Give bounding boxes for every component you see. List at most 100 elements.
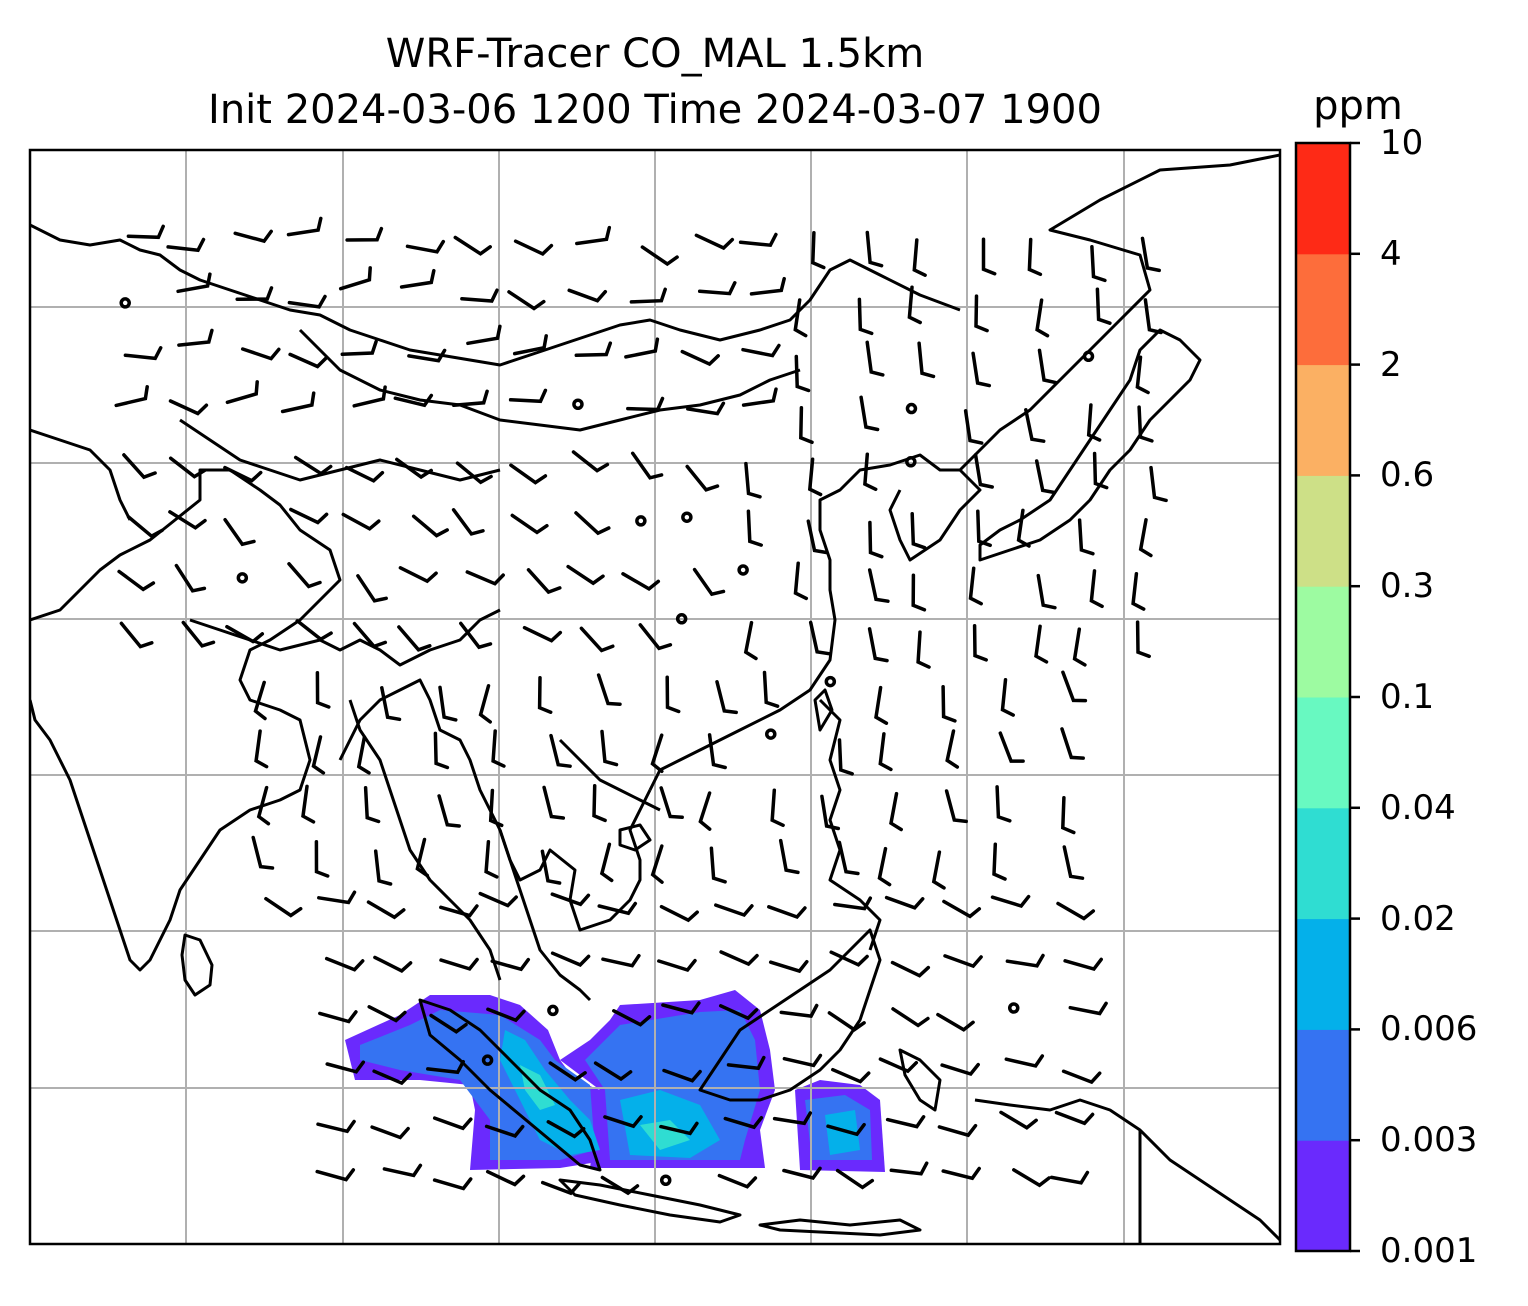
wind-barb [659, 786, 684, 820]
wind-barb [338, 266, 372, 291]
coast-sumatra [418, 998, 602, 1172]
colorbar-tick-label: 0.006 [1380, 1009, 1478, 1050]
wind-barb [168, 510, 207, 530]
wind-barb [571, 450, 610, 473]
wind-barb [768, 959, 809, 974]
wind-barb [453, 235, 492, 256]
wind-barb [624, 337, 660, 359]
wind-barb [718, 1004, 759, 1021]
wind-barb [878, 1057, 919, 1074]
wind-barb [1024, 408, 1046, 443]
wind-barb [1135, 355, 1150, 395]
wind-barb [254, 729, 269, 769]
wind-barb [293, 455, 333, 476]
wind-barb [372, 1069, 412, 1086]
border-myanmar [348, 699, 502, 981]
wind-barb [382, 1163, 423, 1178]
wind-barb [478, 891, 518, 908]
wind-barb [936, 1012, 975, 1032]
calm-wind-marker [1007, 1002, 1020, 1014]
wind-barb [629, 287, 667, 304]
wind-barb [114, 385, 149, 408]
colorbar [1296, 143, 1350, 1252]
wind-barb [345, 226, 384, 242]
wind-barb [998, 731, 1025, 763]
wind-barb [826, 1122, 866, 1137]
wind-barb [968, 566, 983, 606]
wind-barb [1060, 727, 1085, 760]
wind-barb [999, 1110, 1038, 1130]
wind-barb [723, 1115, 764, 1130]
wind-barb [793, 298, 808, 338]
coast-hainan [618, 823, 652, 852]
wind-barb [512, 334, 548, 356]
coast-borneo [698, 928, 882, 1102]
wind-barb [782, 1166, 822, 1180]
wind-barb [363, 785, 381, 824]
colorbar-tick-label: 0.04 [1380, 787, 1456, 828]
wind-barb [287, 294, 327, 309]
wind-barb [280, 391, 316, 414]
wind-barb [484, 1124, 525, 1138]
wind-barb [612, 1009, 652, 1027]
wind-barb [432, 1116, 473, 1131]
wind-barb [491, 729, 506, 768]
wind-barb [659, 904, 699, 923]
wind-barb [937, 1123, 978, 1138]
colorbar-unit-label: ppm [1313, 83, 1403, 129]
wind-barb [433, 731, 450, 770]
wind-barb [287, 562, 322, 589]
wind-barb [945, 729, 960, 769]
wind-barb [373, 849, 393, 886]
wind-barb [912, 238, 927, 277]
wind-barb [395, 457, 433, 480]
colorbar-tick-label: 0.1 [1380, 677, 1435, 717]
wind-barb [1004, 1054, 1045, 1068]
wind-barb [352, 385, 387, 408]
wind-barb [863, 452, 878, 492]
wind-barb [1072, 627, 1087, 667]
wind-barb [466, 324, 502, 346]
wind-barb [288, 352, 328, 369]
wind-barb [540, 849, 562, 885]
coast-new-guinea [974, 1098, 1280, 1242]
wind-barb [971, 351, 992, 388]
wind-barb [1016, 508, 1031, 548]
wind-barb [490, 957, 531, 972]
wind-barb [459, 621, 493, 650]
wind-barb [256, 785, 271, 826]
colorbar-tick-label: 10 [1380, 123, 1424, 163]
wind-barbs [114, 216, 1168, 1196]
wind-barb [741, 343, 781, 358]
coast-srilanka [180, 933, 214, 997]
wind-barb [799, 406, 814, 445]
wind-barb [439, 957, 479, 971]
wind-barb [717, 1173, 758, 1189]
map-title-line1: WRF-Tracer CO_MAL 1.5km [385, 31, 925, 77]
wind-barb [509, 463, 548, 485]
colorbar-tick-label: 0.001 [1380, 1231, 1478, 1271]
wind-barb [301, 784, 316, 824]
gridlines [30, 150, 1280, 1244]
wind-barb [942, 899, 982, 919]
wind-barb [240, 347, 281, 361]
wind-barb [657, 958, 697, 973]
wind-barb [126, 224, 165, 240]
wind-barb [974, 294, 989, 333]
wind-barb [891, 1007, 930, 1028]
wind-barb [833, 896, 873, 911]
wind-barb [579, 626, 615, 653]
wind-barb [659, 1121, 699, 1136]
wind-barb [318, 1010, 358, 1024]
wind-barb [874, 685, 889, 725]
calm-wind-marker [905, 402, 918, 415]
wind-barb [1027, 237, 1043, 277]
colorbar-segment [1296, 807, 1350, 920]
map-title-line2: Init 2024-03-06 1200 Time 2024-03-07 190… [208, 87, 1102, 133]
coast-india [30, 468, 342, 972]
wind-barb [916, 630, 931, 669]
wind-barb [575, 225, 612, 246]
wind-barb [941, 684, 957, 723]
wind-barb [770, 788, 785, 828]
calm-wind-marker [547, 1004, 559, 1017]
